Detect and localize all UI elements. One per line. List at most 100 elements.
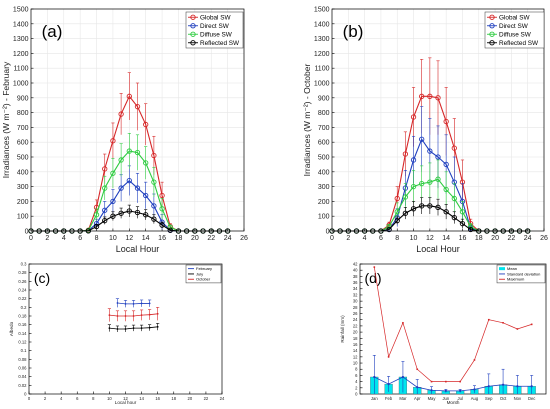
y-tick-label: 0.12 — [18, 339, 27, 344]
legend-box — [484, 11, 545, 49]
data-point — [151, 152, 157, 159]
data-point — [394, 209, 400, 215]
data-point — [443, 118, 449, 125]
data-point — [126, 208, 132, 214]
data-point — [435, 176, 441, 182]
x-tick-label: 0 — [330, 235, 334, 242]
y-tick-label: 500 — [17, 154, 29, 161]
data-point — [126, 148, 132, 154]
data-point — [61, 228, 67, 234]
x-tick-label: 0 — [29, 235, 33, 242]
mean-point — [473, 388, 476, 391]
data-point — [93, 223, 100, 230]
series-standard-deviation — [372, 355, 534, 394]
y-tick-label: 600 — [17, 140, 29, 147]
legend-entry: Reflected SW — [200, 40, 240, 47]
x-tick-label: 8 — [395, 235, 399, 242]
data-point — [102, 185, 108, 191]
x-tick-label: Feb — [385, 396, 393, 401]
data-point — [143, 212, 149, 218]
data-point — [140, 302, 143, 305]
data-point — [410, 183, 417, 190]
y-tick-label: 4 — [355, 379, 358, 384]
series-reflected-sw — [28, 204, 231, 234]
mean-point — [430, 389, 433, 392]
data-point — [110, 198, 116, 205]
y-tick-label: 34 — [353, 286, 358, 291]
series-july — [107, 323, 160, 333]
y-tick-label: 700 — [17, 125, 29, 132]
max-point — [459, 380, 461, 383]
y-tick-label: 600 — [318, 140, 330, 147]
y-tick-label: 1500 — [13, 6, 29, 13]
y-tick-label: 500 — [318, 154, 330, 161]
y-tick-label: 1400 — [314, 21, 330, 28]
y-tick-label: 32 — [353, 292, 358, 297]
legend-entry: Global SW — [499, 14, 531, 21]
max-point — [445, 380, 447, 383]
x-tick-label: 8 — [95, 235, 99, 242]
data-point — [124, 302, 127, 305]
x-tick-label: 6 — [379, 235, 383, 242]
panel-label: (a) — [42, 22, 63, 41]
legend-entry: Mean — [507, 266, 517, 271]
x-tick-label: 12 — [125, 235, 133, 242]
x-tick-label: 6 — [76, 396, 79, 401]
plot-area-frame — [331, 8, 545, 232]
data-point — [156, 325, 159, 328]
legend-entry: July — [196, 271, 203, 276]
data-point — [492, 228, 498, 234]
x-tick-label: 24 — [220, 396, 225, 401]
data-point — [410, 114, 417, 120]
y-tick-label: 100 — [17, 214, 29, 221]
legend-entry: Global SW — [200, 14, 232, 21]
data-point — [108, 327, 111, 330]
data-point — [435, 204, 441, 210]
y-axis-label: Rainfall (mm) — [340, 315, 345, 343]
data-point — [451, 195, 457, 202]
y-tick-label: 24 — [353, 317, 358, 322]
legend-entry: Direct SW — [200, 23, 230, 30]
x-tick-label: 14 — [142, 235, 150, 242]
y-tick-label: 1200 — [13, 51, 29, 58]
data-point — [435, 95, 441, 101]
data-point — [116, 315, 119, 317]
data-point — [126, 178, 132, 184]
data-point — [102, 166, 108, 172]
plot-area-frame — [359, 263, 547, 395]
panel-label: (c) — [34, 270, 50, 286]
y-tick-label: 1300 — [13, 36, 29, 43]
data-point — [159, 222, 165, 228]
y-tick-label: 0.16 — [18, 322, 27, 327]
data-point — [216, 228, 223, 234]
y-tick-label: 26 — [353, 311, 358, 316]
x-tick-label: 18 — [175, 235, 183, 242]
data-point — [419, 93, 425, 99]
y-tick-label: 6 — [355, 373, 358, 378]
legend-entry: October — [196, 277, 211, 282]
x-tick-label: 4 — [62, 235, 66, 242]
data-point — [419, 136, 425, 142]
data-point — [28, 228, 34, 234]
data-point — [208, 228, 214, 234]
data-point — [156, 312, 159, 315]
data-point — [192, 228, 198, 234]
max-line — [373, 267, 532, 382]
data-point — [516, 228, 523, 234]
plot-area-frame — [30, 8, 245, 232]
x-tick-label: Aug — [471, 396, 479, 401]
mean-point — [387, 382, 390, 386]
x-tick-label: 26 — [240, 235, 248, 242]
data-point — [140, 327, 143, 330]
series-reflected-sw — [329, 197, 531, 234]
y-tick-label: 900 — [17, 95, 29, 102]
data-point — [427, 93, 433, 99]
y-tick-label: 22 — [353, 323, 358, 328]
y-tick-label: 42 — [353, 261, 358, 266]
y-tick-label: 1200 — [314, 51, 330, 58]
